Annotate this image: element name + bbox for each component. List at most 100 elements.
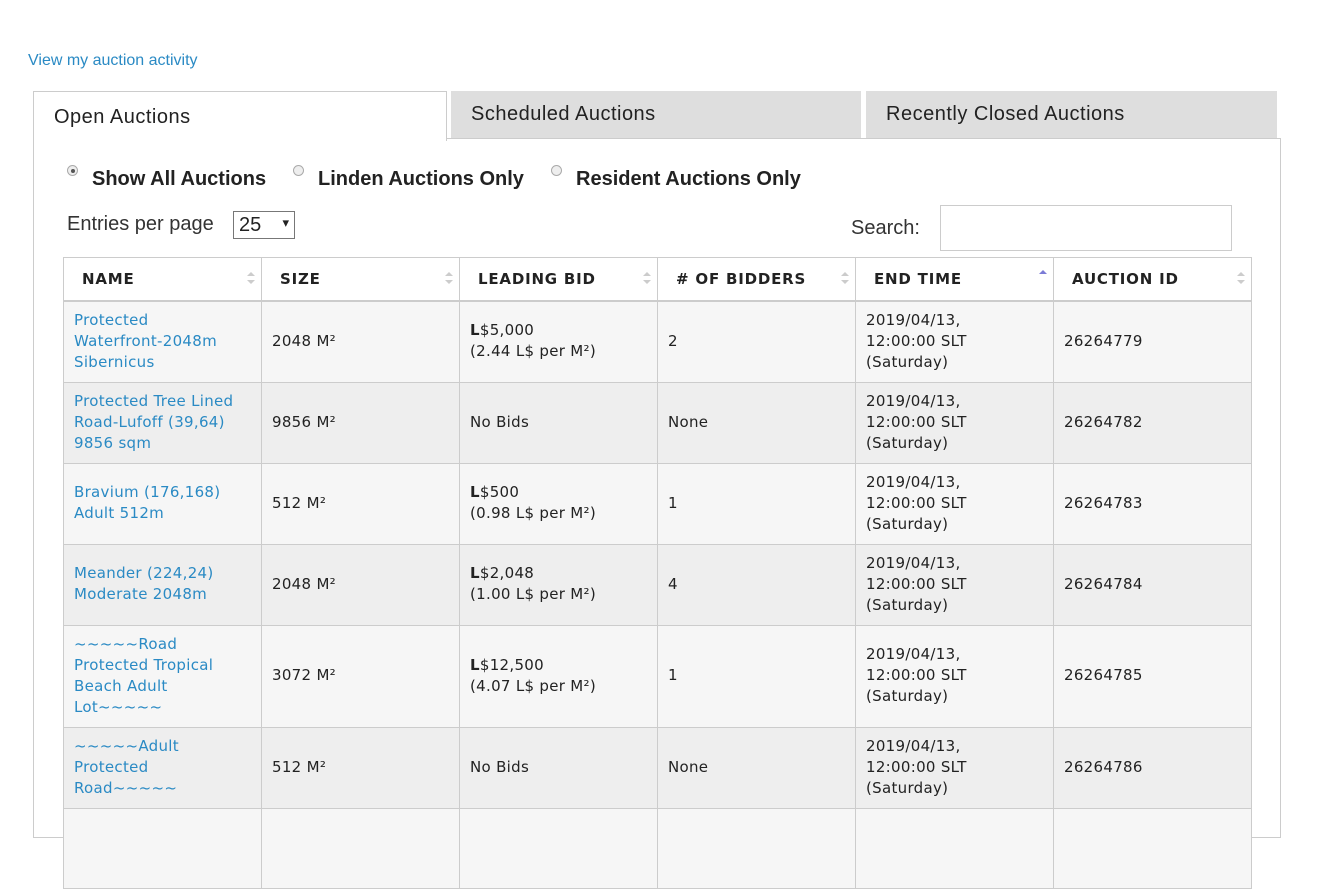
cell: L$12,500 (4.07 L$ per M²) bbox=[459, 624, 658, 728]
end-time: 12:00:00 SLT bbox=[866, 666, 967, 684]
column-header[interactable]: LEADING BID bbox=[459, 257, 658, 302]
radio[interactable] bbox=[67, 165, 78, 176]
leading-bid: (2.44 L$ per M²) bbox=[470, 342, 596, 360]
cell: L$5,000 (2.44 L$ per M²) bbox=[459, 300, 658, 383]
cell: 26264782 bbox=[1053, 381, 1252, 464]
column-header[interactable]: SIZE bbox=[261, 257, 460, 302]
table-row bbox=[63, 807, 1252, 889]
end-time: 2019/04/13, bbox=[866, 553, 961, 572]
cell: 26264779 bbox=[1053, 300, 1252, 383]
cell: 1 bbox=[657, 462, 856, 545]
cell: None bbox=[657, 381, 856, 464]
cell bbox=[63, 807, 262, 889]
cell: 2019/04/13, 12:00:00 SLT (Saturday) bbox=[855, 381, 1054, 464]
filter-label[interactable]: Show All Auctions bbox=[92, 168, 267, 190]
end-time: 12:00:00 SLT bbox=[866, 412, 967, 431]
leading-bid: L$5,000 bbox=[470, 321, 535, 339]
activity-link[interactable]: View my auction activity bbox=[28, 52, 198, 69]
end-time: 12:00:00 SLT bbox=[866, 574, 967, 593]
table-row: Bravium (176,168) Adult 512m 512 M² L$500 (0… bbox=[63, 462, 1252, 545]
leading-bid: (4.07 L$ per M²) bbox=[470, 676, 596, 695]
cell: 26264786 bbox=[1053, 726, 1252, 809]
page: View my auction activity Open Auctions S… bbox=[0, 0, 1329, 815]
header-row: NAME SIZE LEADING BID # OF BIDDERS END TIME A… bbox=[63, 257, 1252, 302]
end-time: 2019/04/13, bbox=[866, 472, 961, 491]
cell: 2019/04/13, 12:00:00 SLT (Saturday) bbox=[855, 726, 1054, 809]
auction-name-link[interactable]: Protected Tree Lined bbox=[74, 391, 234, 410]
end-time: 2019/04/13, bbox=[866, 310, 961, 329]
auction-name-link[interactable]: Road~~~~~ bbox=[74, 778, 178, 797]
auction-name-link[interactable]: Meander (224,24) bbox=[74, 564, 214, 582]
end-time: 2019/04/13, bbox=[866, 391, 961, 410]
auction-name-link[interactable]: 9856 sqm bbox=[74, 433, 152, 452]
end-time: (Saturday) bbox=[866, 687, 949, 705]
filter-label[interactable]: Resident Auctions Only bbox=[576, 168, 801, 190]
cell: 512 M² bbox=[261, 726, 460, 809]
cell: 9856 M² bbox=[261, 381, 460, 464]
radio[interactable] bbox=[293, 165, 304, 176]
cell: Meander (224,24) Moderate 2048m bbox=[63, 543, 262, 626]
cell bbox=[657, 807, 856, 889]
cell: L$500 (0.98 L$ per M²) bbox=[459, 462, 658, 545]
column-header[interactable]: NAME bbox=[63, 257, 262, 302]
end-time: (Saturday) bbox=[866, 595, 949, 614]
cell: 1 bbox=[657, 624, 856, 728]
search-input[interactable] bbox=[940, 205, 1232, 251]
auction-name-link[interactable]: ~~~~~Road bbox=[74, 634, 178, 653]
cell: L$2,048 (1.00 L$ per M²) bbox=[459, 543, 658, 626]
cell: ~~~~~Adult Protected Road~~~~~ bbox=[63, 726, 262, 809]
cell bbox=[855, 807, 1054, 889]
leading-bid: L$500 bbox=[470, 483, 520, 501]
tab[interactable]: Recently Closed Auctions bbox=[866, 91, 1277, 138]
table-row: Protected Tree Lined Road-Lufoff (39,64) 9… bbox=[63, 381, 1252, 464]
cell bbox=[1053, 807, 1252, 889]
cell: 2048 M² bbox=[261, 300, 460, 383]
tab[interactable]: Scheduled Auctions bbox=[451, 91, 861, 138]
cell: 512 M² bbox=[261, 462, 460, 545]
leading-bid: L$2,048 bbox=[470, 564, 535, 582]
cell: 26264783 bbox=[1053, 462, 1252, 545]
table-row: ~~~~~Road Protected Tropical Beach Adult Lo… bbox=[63, 624, 1252, 728]
auction-name-link[interactable]: Beach Adult bbox=[74, 676, 168, 695]
end-time: (Saturday) bbox=[866, 433, 949, 452]
auction-name-link[interactable]: Road-Lufoff (39,64) bbox=[74, 412, 225, 431]
cell bbox=[459, 807, 658, 889]
table-row: ~~~~~Adult Protected Road~~~~~ 512 M² No Bid… bbox=[63, 726, 1252, 809]
end-time: 12:00:00 SLT bbox=[866, 757, 967, 776]
auction-name-link[interactable]: Bravium (176,168) bbox=[74, 483, 221, 501]
auction-name-link[interactable]: Protected bbox=[74, 757, 149, 776]
end-time: 12:00:00 SLT bbox=[866, 493, 967, 512]
auction-name-link[interactable]: Sibernicus bbox=[74, 352, 155, 371]
end-time: 2019/04/13, bbox=[866, 736, 961, 755]
cell: 26264784 bbox=[1053, 543, 1252, 626]
auction-name-link[interactable]: ~~~~~Adult bbox=[74, 736, 179, 755]
cell: ~~~~~Road Protected Tropical Beach Adult Lo… bbox=[63, 624, 262, 728]
entries-label: Entries per page bbox=[67, 213, 214, 235]
leading-bid: L$12,500 bbox=[470, 655, 544, 674]
column-header[interactable]: AUCTION ID bbox=[1053, 257, 1252, 302]
auction-name-link[interactable]: Adult 512m bbox=[74, 504, 165, 522]
column-header[interactable]: END TIME bbox=[855, 257, 1054, 302]
cell: 3072 M² bbox=[261, 624, 460, 728]
cell: No Bids bbox=[459, 726, 658, 809]
radio[interactable] bbox=[551, 165, 562, 176]
end-time: (Saturday) bbox=[866, 514, 949, 533]
column-header[interactable]: # OF BIDDERS bbox=[657, 257, 856, 302]
cell: Bravium (176,168) Adult 512m bbox=[63, 462, 262, 545]
auction-name-link[interactable]: Protected Tropical bbox=[74, 655, 214, 674]
table-row: Protected Waterfront-2048m Sibernicus 2048 … bbox=[63, 300, 1252, 383]
tab[interactable]: Open Auctions bbox=[33, 91, 447, 141]
table-body: Protected Waterfront-2048m Sibernicus 2048 … bbox=[63, 300, 1252, 889]
auction-name-link[interactable]: Waterfront-2048m bbox=[74, 331, 218, 350]
end-time: (Saturday) bbox=[866, 352, 949, 371]
leading-bid: (1.00 L$ per M²) bbox=[470, 585, 596, 603]
auction-name-link[interactable]: Lot~~~~~ bbox=[74, 697, 163, 716]
auction-name-link[interactable]: Protected bbox=[74, 310, 149, 329]
cell: 2019/04/13, 12:00:00 SLT (Saturday) bbox=[855, 543, 1054, 626]
cell: 2048 M² bbox=[261, 543, 460, 626]
cell: 2019/04/13, 12:00:00 SLT (Saturday) bbox=[855, 624, 1054, 728]
auction-name-link[interactable]: Moderate 2048m bbox=[74, 585, 208, 603]
cell: 2019/04/13, 12:00:00 SLT (Saturday) bbox=[855, 462, 1054, 545]
filter-label[interactable]: Linden Auctions Only bbox=[318, 168, 524, 190]
entries-select[interactable]: 25 bbox=[233, 211, 295, 239]
